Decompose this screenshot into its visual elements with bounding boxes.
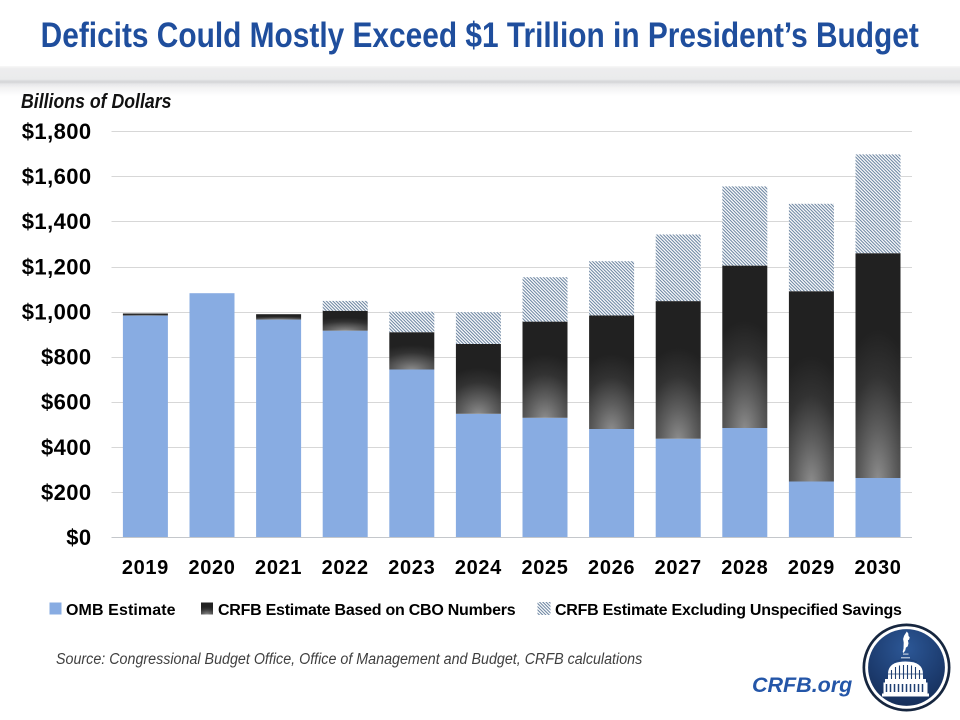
svg-text:$1,200: $1,200 bbox=[22, 254, 92, 279]
svg-text:$0: $0 bbox=[66, 525, 91, 550]
svg-text:$1,400: $1,400 bbox=[22, 209, 92, 234]
svg-text:2029: 2029 bbox=[788, 557, 835, 579]
svg-text:2025: 2025 bbox=[521, 557, 568, 579]
svg-text:2024: 2024 bbox=[455, 557, 502, 579]
svg-text:$600: $600 bbox=[41, 390, 92, 415]
svg-text:2020: 2020 bbox=[188, 557, 235, 579]
svg-text:2023: 2023 bbox=[388, 557, 435, 579]
svg-text:$1,800: $1,800 bbox=[22, 119, 92, 144]
svg-text:2022: 2022 bbox=[322, 557, 369, 579]
svg-text:$800: $800 bbox=[41, 345, 92, 370]
svg-text:OMB Estimate: OMB Estimate bbox=[66, 602, 176, 619]
svg-text:$200: $200 bbox=[41, 480, 92, 505]
svg-text:$1,600: $1,600 bbox=[22, 164, 92, 189]
svg-text:$1,000: $1,000 bbox=[22, 299, 92, 324]
svg-text:2021: 2021 bbox=[255, 557, 302, 579]
svg-text:2019: 2019 bbox=[122, 557, 169, 579]
svg-text:$400: $400 bbox=[41, 435, 92, 460]
svg-text:CRFB Estimate Based on CBO Num: CRFB Estimate Based on CBO Numbers bbox=[218, 602, 516, 619]
svg-text:2027: 2027 bbox=[655, 557, 702, 579]
svg-text:2026: 2026 bbox=[588, 557, 635, 579]
svg-text:2028: 2028 bbox=[721, 557, 768, 579]
svg-text:2030: 2030 bbox=[854, 557, 901, 579]
svg-text:CRFB Estimate Excluding Unspec: CRFB Estimate Excluding Unspecified Savi… bbox=[555, 602, 902, 619]
